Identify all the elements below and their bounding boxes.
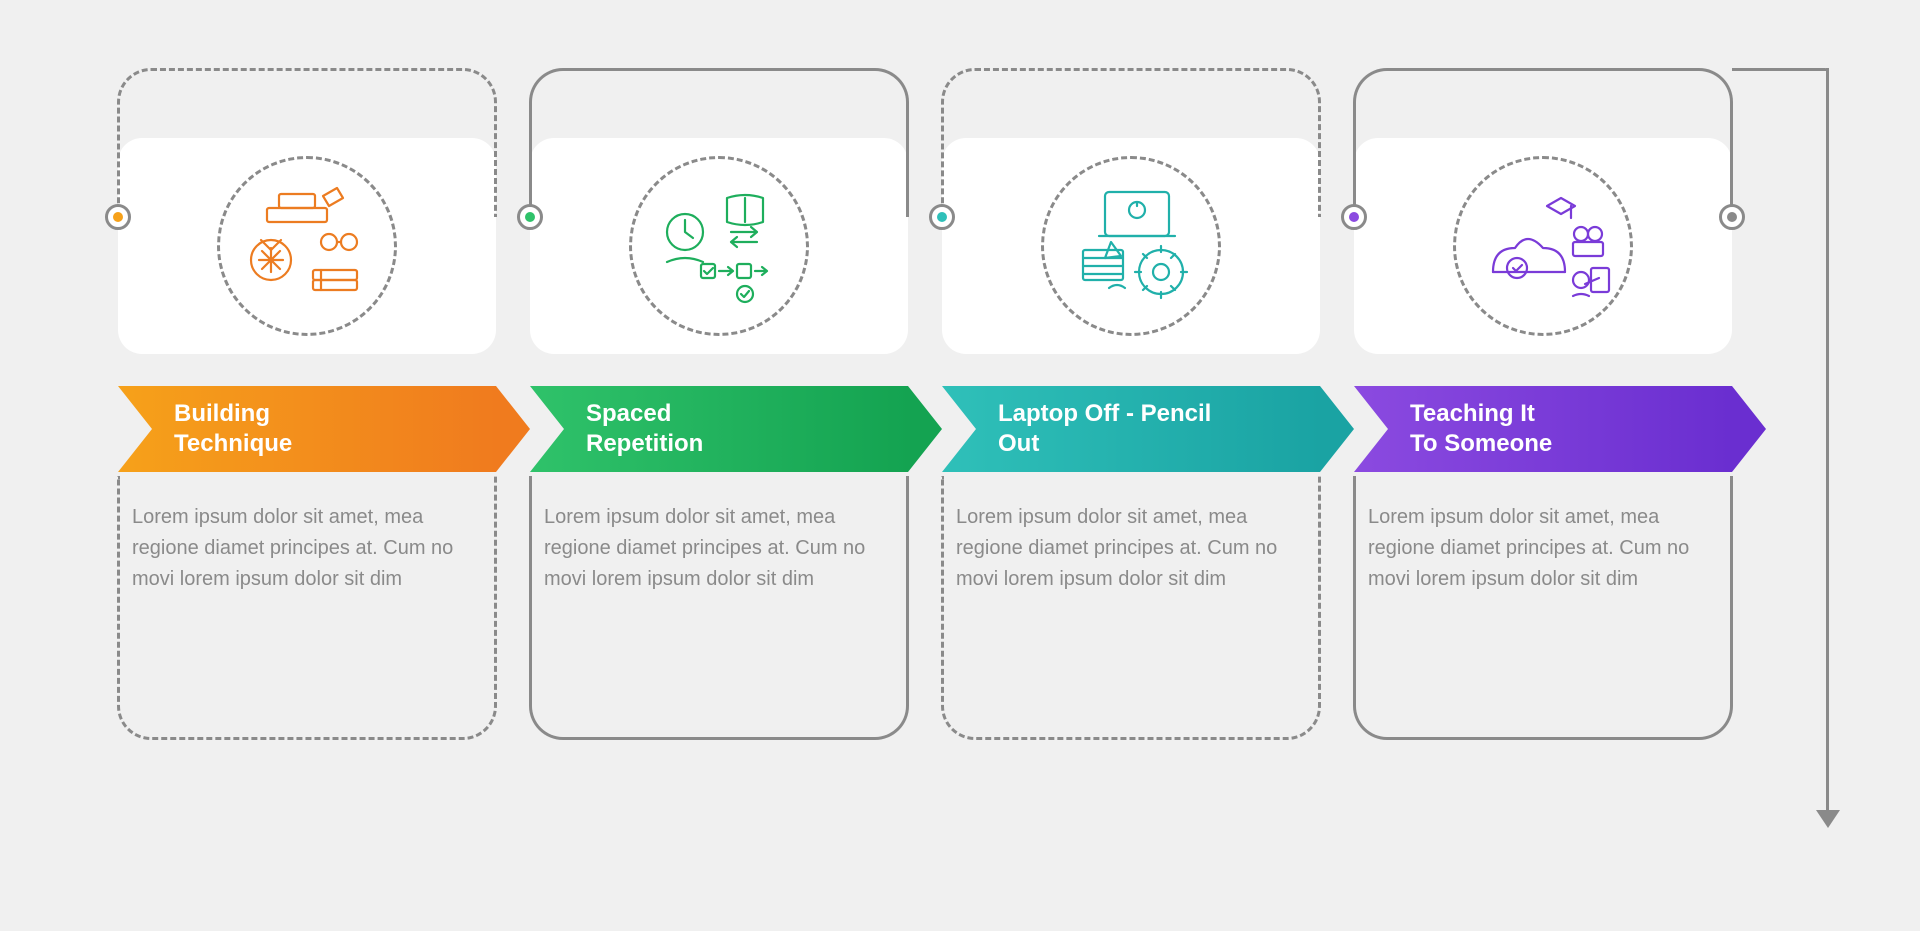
banner-building: Building Technique (118, 386, 496, 472)
banner-notch-in (1354, 386, 1388, 472)
desc-spaced: Lorem ipsum dolor sit amet, mea regione … (544, 502, 894, 595)
banner-spaced: Spaced Repetition (530, 386, 908, 472)
banner-point-out (1732, 386, 1766, 472)
banner-notch-in (118, 386, 152, 472)
building-icon (217, 156, 397, 336)
banner-laptop-label: Laptop Off - Pencil Out (998, 399, 1211, 459)
card-spaced (530, 138, 908, 354)
banner-point-out (1320, 386, 1354, 472)
arrowhead-down-icon (1816, 810, 1840, 828)
banner-notch-in (942, 386, 976, 472)
desc-laptop: Lorem ipsum dolor sit amet, mea regione … (956, 502, 1306, 595)
desc-building: Lorem ipsum dolor sit amet, mea regione … (132, 502, 482, 595)
node-building (105, 204, 131, 230)
node-teaching (1341, 204, 1367, 230)
banner-teaching: Teaching It To Someone (1354, 386, 1732, 472)
banner-teaching-label: Teaching It To Someone (1410, 399, 1552, 459)
node-laptop (929, 204, 955, 230)
card-building (118, 138, 496, 354)
desc-teaching: Lorem ipsum dolor sit amet, mea regione … (1368, 502, 1718, 595)
card-laptop (942, 138, 1320, 354)
teaching-icon (1453, 156, 1633, 336)
laptop-icon (1041, 156, 1221, 336)
node-end (1719, 204, 1745, 230)
node-spaced (517, 204, 543, 230)
connector-bridge (1732, 68, 1828, 71)
banner-spaced-label: Spaced Repetition (586, 399, 703, 459)
connector-tail (1826, 68, 1829, 810)
spaced-icon (629, 156, 809, 336)
card-teaching (1354, 138, 1732, 354)
banner-notch-in (530, 386, 564, 472)
banner-laptop: Laptop Off - Pencil Out (942, 386, 1320, 472)
banner-building-label: Building Technique (174, 399, 292, 459)
banner-point-out (496, 386, 530, 472)
banner-point-out (908, 386, 942, 472)
